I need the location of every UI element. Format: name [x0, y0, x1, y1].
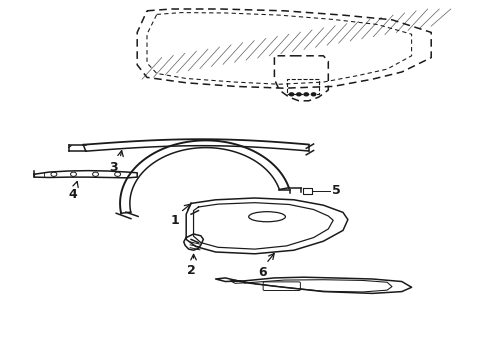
- Circle shape: [303, 92, 309, 96]
- Text: 4: 4: [68, 188, 77, 201]
- Bar: [287, 79, 318, 94]
- Circle shape: [296, 92, 302, 96]
- Circle shape: [289, 92, 294, 96]
- Text: 6: 6: [258, 266, 267, 279]
- Text: 5: 5: [332, 184, 341, 197]
- Ellipse shape: [249, 212, 285, 222]
- Text: 2: 2: [187, 264, 196, 276]
- Text: 1: 1: [171, 214, 180, 227]
- Text: 3: 3: [109, 161, 118, 174]
- Circle shape: [311, 92, 317, 96]
- FancyBboxPatch shape: [263, 282, 300, 291]
